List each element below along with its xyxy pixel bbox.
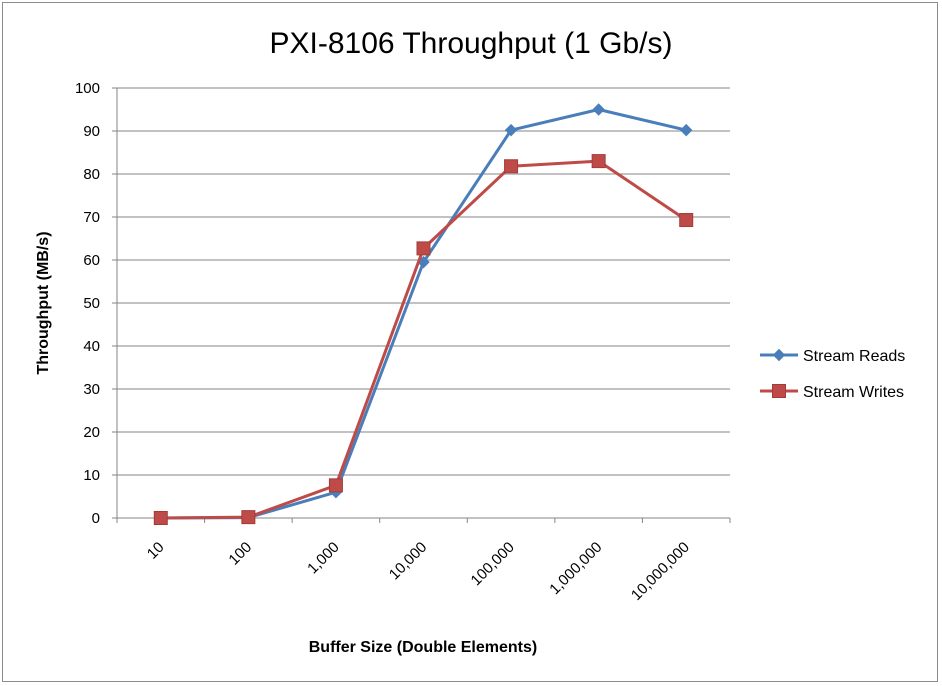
y-tick-label: 30 (83, 381, 100, 398)
legend-item: Stream Reads (760, 348, 905, 365)
diamond-marker (680, 123, 693, 137)
data-series (153, 103, 694, 525)
series-line (160, 108, 687, 520)
legend-square-marker (772, 384, 786, 398)
y-tick-label: 0 (92, 510, 100, 527)
square-marker (679, 213, 694, 228)
square-marker (416, 241, 431, 256)
legend-label: Stream Writes (803, 384, 904, 401)
y-tick-label: 50 (83, 295, 100, 312)
y-tick-label: 60 (83, 252, 100, 269)
legend: Stream Reads Stream Writes (760, 348, 905, 401)
legend-item: Stream Writes (760, 384, 904, 401)
series-stream-writes (153, 154, 694, 525)
y-tick-label: 100 (75, 80, 100, 97)
y-tick-label: 20 (83, 424, 100, 441)
legend-label: Stream Reads (803, 348, 905, 365)
chart-title: PXI-8106 Throughput (1 Gb/s) (269, 27, 672, 60)
square-marker (504, 159, 519, 174)
y-tick-label: 90 (83, 123, 100, 140)
y-axis-tick-labels: 0 10 20 30 40 50 60 70 80 90 100 (75, 80, 100, 527)
series-stream-reads (154, 103, 693, 525)
square-marker (591, 154, 606, 169)
square-marker (153, 511, 168, 525)
x-tick-label: 100 (225, 539, 255, 569)
series-line (160, 159, 688, 520)
square-marker (328, 478, 343, 493)
legend-diamond-marker (772, 348, 786, 362)
diamond-marker (592, 103, 605, 116)
y-tick-label: 10 (83, 467, 100, 484)
y-tick-label: 80 (83, 166, 100, 183)
x-tick-label: 10 (144, 539, 168, 563)
x-tick-label: 100,000 (468, 539, 518, 589)
x-axis-title: Buffer Size (Double Elements) (309, 639, 537, 656)
y-tick-label: 40 (83, 338, 100, 355)
x-tick-label: 1,000,000 (546, 539, 605, 598)
axes (112, 87, 731, 523)
x-tick-label: 10,000 (386, 539, 430, 583)
diamond-marker (504, 123, 518, 137)
x-tick-label: 1,000 (304, 539, 343, 578)
square-marker (241, 510, 256, 525)
gridlines (117, 87, 730, 476)
y-axis-title: Throughput (MB/s) (35, 231, 52, 374)
y-tick-label: 70 (83, 209, 100, 226)
x-tick-label: 10,000,000 (628, 539, 693, 604)
x-axis-tick-labels: 10 100 1,000 10,000 100,000 1,000,000 10,000,0… (144, 539, 693, 604)
